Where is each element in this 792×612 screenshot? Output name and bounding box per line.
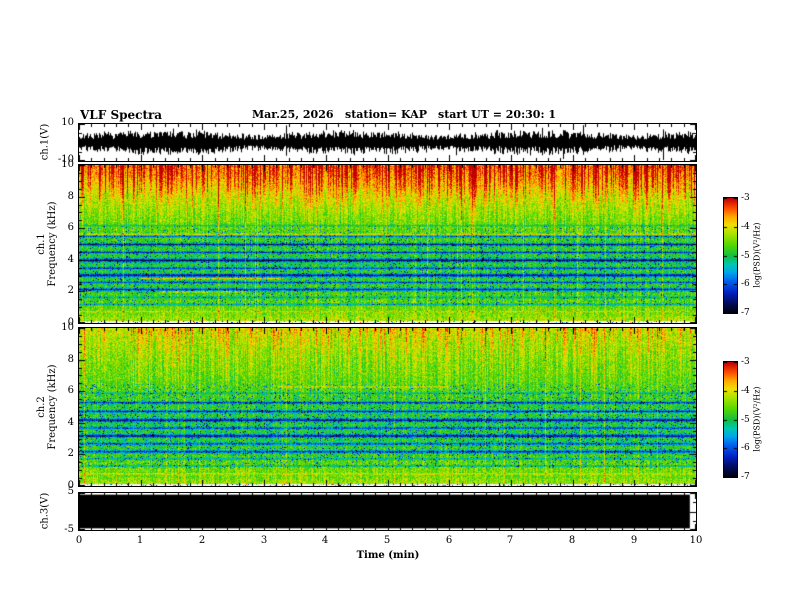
colorbar2-canvas <box>724 362 737 477</box>
spec2-ytick-10: 10 <box>61 322 74 333</box>
ch1-waveform-canvas <box>79 124 696 161</box>
ch3-ymax-label: 5 <box>67 486 74 497</box>
x-tick-10: 10 <box>689 535 703 546</box>
spec1-channel-label: ch.1 <box>36 233 47 255</box>
spec1-ytick-0: 0 <box>67 317 74 328</box>
spec1-frequency-label: Frequency (kHz) <box>47 201 58 287</box>
colorbar1-axis-label: log(PSD)(V²/Hz) <box>752 222 762 288</box>
x-tick-9: 9 <box>630 535 638 546</box>
ch1-ymin-label: -10 <box>57 154 74 165</box>
spec1-ytick-8: 8 <box>67 191 74 202</box>
x-tick-3: 3 <box>260 535 268 546</box>
spec2-ytick-4: 4 <box>67 417 74 428</box>
cb1-tick-2: -5 <box>741 251 750 261</box>
spec2-ytick-8: 8 <box>67 354 74 365</box>
spec2-ytick-2: 2 <box>67 448 74 459</box>
ch3-waveform-canvas <box>79 493 696 530</box>
colorbar2-axis-label: log(PSD)(V²/Hz) <box>752 386 762 452</box>
ch1-spectrogram-panel <box>78 164 697 324</box>
spec1-ytick-10: 10 <box>61 159 74 170</box>
cb2-tick-1: -4 <box>741 386 750 396</box>
spec1-axis-label: ch.1 Frequency (kHz) <box>36 201 58 286</box>
spec2-frequency-label: Frequency (kHz) <box>47 364 58 450</box>
spec1-ytick-2: 2 <box>67 285 74 296</box>
ch2-spectrogram-panel <box>78 327 697 487</box>
colorbar1-canvas <box>724 198 737 313</box>
x-tick-6: 6 <box>445 535 453 546</box>
x-tick-5: 5 <box>383 535 391 546</box>
cb1-tick-4: -7 <box>741 308 750 318</box>
spec1-ytick-6: 6 <box>67 222 74 233</box>
x-tick-0: 0 <box>75 535 83 546</box>
ch3-ymin-label: -5 <box>64 524 74 535</box>
cb2-tick-2: -5 <box>741 415 750 425</box>
time-axis-label: Time (min) <box>356 550 420 561</box>
ch3-axis-label: ch.3(V) <box>39 492 51 530</box>
date-label: Mar.25, 2026 <box>252 108 334 121</box>
ch1-axis-label: ch.1(V) <box>39 123 51 161</box>
spec2-ytick-6: 6 <box>67 385 74 396</box>
x-tick-7: 7 <box>506 535 514 546</box>
ch1-spectrogram-canvas <box>79 165 696 323</box>
ch1-ymax-label: 10 <box>61 117 74 128</box>
x-tick-4: 4 <box>321 535 329 546</box>
figure-title: VLF Spectra <box>80 108 163 122</box>
start-ut-label: start UT = 20:30: 1 <box>438 108 556 121</box>
colorbar1 <box>723 197 738 314</box>
cb2-tick-4: -7 <box>741 472 750 482</box>
ch2-spectrogram-canvas <box>79 328 696 486</box>
ch3-waveform-panel <box>78 492 697 531</box>
spec1-ytick-4: 4 <box>67 254 74 265</box>
cb2-tick-3: -6 <box>741 443 750 453</box>
station-label: station= KAP <box>345 108 427 121</box>
colorbar2 <box>723 361 738 478</box>
cb1-tick-3: -6 <box>741 279 750 289</box>
x-tick-1: 1 <box>136 535 144 546</box>
spec2-ytick-0: 0 <box>67 480 74 491</box>
cb1-tick-1: -4 <box>741 222 750 232</box>
x-tick-8: 8 <box>568 535 576 546</box>
cb1-tick-0: -3 <box>741 193 750 203</box>
ch1-waveform-panel <box>78 123 697 162</box>
x-tick-2: 2 <box>198 535 206 546</box>
spec2-axis-label: ch.2 Frequency (kHz) <box>36 364 58 449</box>
cb2-tick-0: -3 <box>741 357 750 367</box>
spec2-channel-label: ch.2 <box>36 396 47 418</box>
